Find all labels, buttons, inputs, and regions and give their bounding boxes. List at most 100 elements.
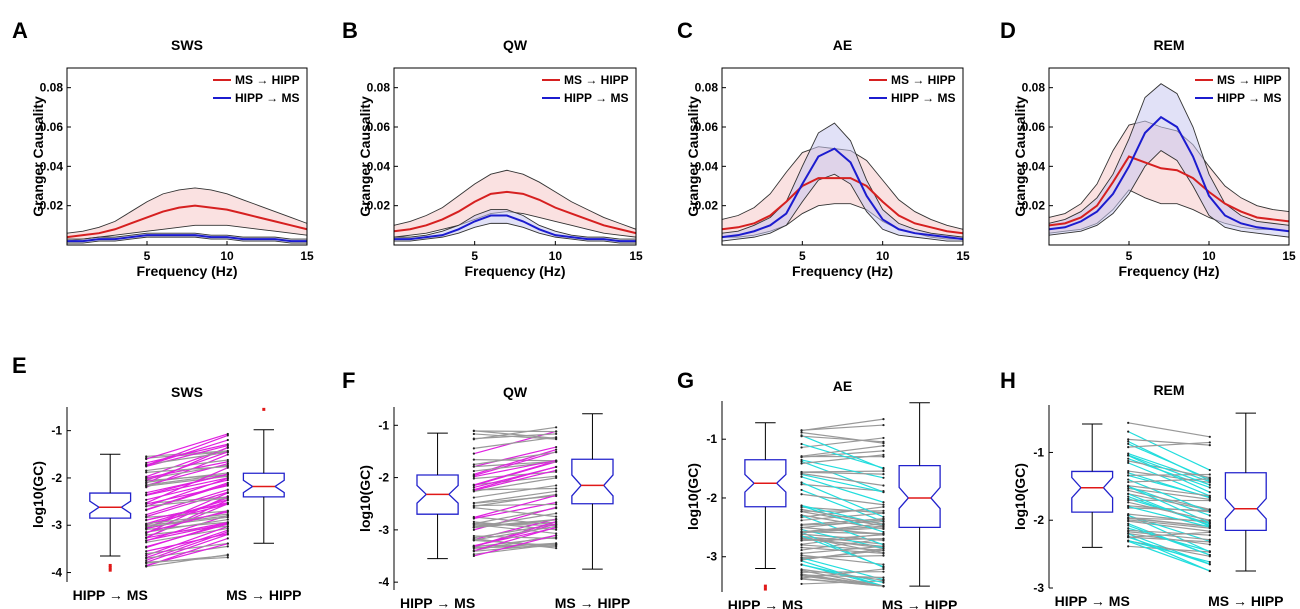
pair-point — [226, 450, 229, 454]
panel-title: SWS — [171, 37, 203, 53]
box-ms-to-hipp — [571, 458, 614, 505]
pair-line — [146, 473, 228, 486]
ci-lower-line — [66, 224, 308, 242]
pair-point — [882, 418, 885, 421]
pair-point — [882, 549, 885, 552]
pair-point — [1127, 524, 1130, 527]
pair-line — [1128, 441, 1210, 448]
pair-point — [800, 516, 803, 519]
pair-point — [882, 476, 885, 479]
series-line-hipp-to-ms — [394, 214, 636, 243]
pair-line — [1128, 531, 1210, 541]
y-tick-label: -3 — [378, 523, 389, 537]
pair-point — [800, 483, 803, 486]
box-panel-H: H REM HIPP → MS MS → HIPP -1 -2 -3 log10(GC) — [1000, 368, 1284, 609]
box-ms-to-hipp — [242, 472, 285, 498]
pair-line — [146, 496, 228, 505]
pair-point — [226, 524, 229, 528]
pair-point — [145, 498, 148, 501]
pair-point — [1208, 534, 1211, 537]
pair-line — [1128, 487, 1210, 500]
pair-point — [226, 542, 229, 545]
pair-point — [1208, 491, 1211, 494]
line-panel-B: B QW 0.02 0.04 0.06 0.08 5 10 15 Frequency (Hz) Gr… — [342, 18, 643, 279]
pair-line — [1128, 531, 1210, 538]
pair-point — [882, 444, 885, 447]
pair-point — [472, 516, 475, 519]
pair-line — [146, 439, 228, 467]
ci-lower-line — [67, 236, 307, 244]
pair-point — [472, 534, 475, 538]
pair-point — [472, 554, 475, 558]
axes-frame — [66, 67, 308, 246]
box-hipp-to-ms — [744, 459, 787, 508]
pair-point — [800, 568, 803, 571]
pair-point — [882, 526, 885, 529]
pair-line — [1128, 540, 1210, 557]
pair-point — [145, 483, 148, 487]
pair-line — [473, 451, 557, 477]
pair-point — [555, 426, 558, 429]
pair-point — [800, 576, 803, 580]
ci-upper-line — [1048, 83, 1290, 226]
pair-point — [882, 503, 885, 506]
pair-line — [801, 544, 884, 551]
pair-point — [1208, 499, 1211, 502]
pair-point — [1127, 539, 1130, 542]
pair-point — [1127, 442, 1130, 445]
y-tick-label: 0.04 — [1022, 159, 1046, 173]
pair-point — [472, 520, 475, 523]
pair-line — [146, 518, 228, 533]
pair-point — [472, 463, 475, 466]
pair-point — [145, 464, 148, 467]
pair-line — [146, 515, 228, 527]
pair-line — [801, 481, 884, 518]
pair-line — [146, 529, 228, 559]
box-ms-to-hipp — [898, 464, 941, 529]
pair-point — [472, 496, 475, 499]
pair-line — [473, 495, 557, 504]
pair-point — [800, 524, 803, 527]
pair-point — [472, 528, 475, 531]
ci-upper-line — [721, 122, 964, 238]
pair-point — [882, 530, 885, 534]
pair-line — [473, 461, 557, 487]
pair-point — [555, 543, 558, 546]
box-panel-E: E SWS HIPP → MS MS → HIPP -1 -2 -3 -4 log10(GC) — [12, 353, 302, 603]
series-line-hipp-to-ms — [721, 147, 964, 241]
pair-point — [882, 585, 885, 588]
pair-line — [146, 451, 228, 481]
pair-line — [473, 543, 557, 552]
x-axis-label: Frequency (Hz) — [136, 263, 237, 279]
y-tick-label: 0.04 — [367, 159, 391, 173]
ci-upper-line — [394, 209, 636, 240]
pair-point — [882, 523, 885, 526]
pair-point — [555, 437, 558, 440]
x-axis-label: Frequency (Hz) — [792, 263, 893, 279]
pair-point — [800, 572, 803, 576]
pair-point — [145, 546, 148, 549]
pair-point — [1127, 492, 1130, 495]
pair-point — [226, 516, 229, 519]
ci-band-hipp-to-ms — [67, 233, 307, 244]
pair-point — [472, 545, 475, 548]
category-label-ms-to-hipp: MS → HIPP — [1208, 593, 1283, 609]
pair-point — [555, 525, 558, 528]
pair-line — [1128, 545, 1210, 553]
pair-point — [226, 446, 229, 449]
pair-point — [882, 467, 885, 470]
pair-line — [1127, 455, 1211, 493]
panel-letter: G — [677, 368, 694, 393]
pair-point — [226, 484, 229, 487]
pair-point — [472, 489, 475, 492]
pair-line — [801, 483, 884, 492]
axes-frame — [1048, 67, 1290, 246]
pair-point — [882, 511, 885, 515]
y-axis-label: Granger Causality — [357, 96, 373, 217]
pair-point — [1127, 474, 1130, 477]
legend-label-hipp-to-ms: HIPP → MS — [1217, 91, 1281, 105]
pair-line — [801, 574, 884, 579]
pair-point — [145, 476, 148, 479]
panel-letter: A — [12, 18, 28, 43]
